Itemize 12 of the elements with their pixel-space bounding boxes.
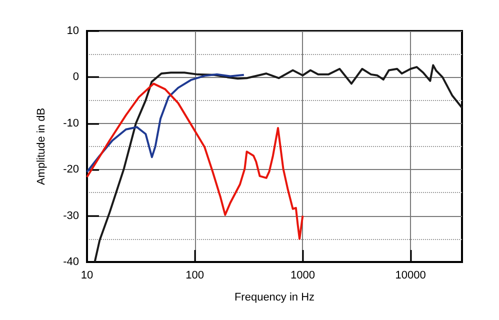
- x-axis-title: Frequency in Hz: [234, 292, 315, 304]
- y-tick-label: 0: [72, 71, 79, 84]
- x-tick-label: 10: [80, 270, 94, 282]
- y-tick-label: -30: [63, 210, 79, 222]
- y-tick-label: -20: [63, 164, 79, 176]
- y-tick-label: -40: [63, 256, 79, 268]
- y-tick-label: -10: [63, 117, 79, 130]
- y-tick-label: 10: [66, 25, 79, 37]
- x-tick-label: 10000: [395, 270, 426, 282]
- y-axis-title: Amplitude in dB: [36, 108, 48, 186]
- x-tick-label: 100: [186, 270, 204, 282]
- x-tick-label: 1000: [290, 270, 315, 282]
